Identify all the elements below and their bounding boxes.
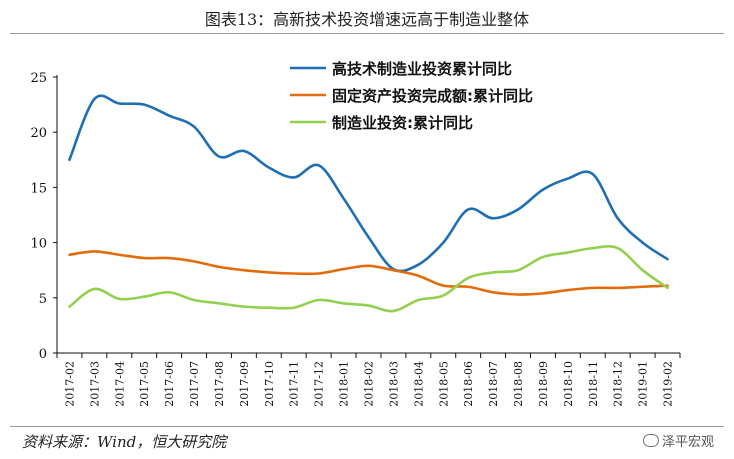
x-tick-label: 2018-09 [537,361,550,407]
x-tick-label: 2019-02 [662,361,675,407]
series-line-1 [68,94,669,273]
x-tick-label: 2018-07 [487,361,500,407]
x-tick-label: 2018-02 [363,361,376,407]
footer-divider [10,426,724,427]
x-tick-label: 2017-04 [113,361,126,407]
x-tick-label: 2019-01 [637,361,650,407]
series-line-2 [68,250,669,296]
x-tick-label: 2018-01 [338,361,351,407]
x-tick-label: 2017-07 [188,361,201,407]
x-tick-label: 2017-09 [238,361,251,407]
x-tick-label: 2018-03 [387,361,400,407]
x-tick-label: 2017-02 [63,361,76,407]
x-axis: 2017-02 2017-03 2017-04 2017-05 2017-06 2017-… [56,352,681,407]
x-tick-label: 2017-11 [288,361,301,407]
y-tick-label: 5 [39,292,47,307]
chart-title: 图表13：高新技术投资增速远高于制造业整体 [204,10,530,29]
legend-label-2: 固定资产投资完成额:累计同比 [332,87,533,105]
y-tick-label: 15 [30,181,47,196]
y-tick-label: 10 [30,237,47,252]
x-tick-label: 2017-08 [213,361,226,407]
x-tick-label: 2018-10 [562,361,575,407]
x-tick-label: 2017-06 [163,361,176,407]
legend-label-3: 制造业投资:累计同比 [332,114,473,132]
legend-label-1: 高技术制造业投资累计同比 [332,60,512,78]
x-tick-label: 2017-10 [263,361,276,407]
watermark-text: 泽平宏观 [661,435,714,450]
x-tick-label: 2018-11 [587,361,600,407]
y-tick-label: 20 [30,126,47,141]
wechat-icon [642,434,659,447]
series-lines [68,94,669,313]
x-tick-label: 2018-06 [462,361,475,407]
y-tick-label: 0 [39,347,47,362]
x-tick-label: 2017-12 [313,361,326,407]
x-tick-label: 2017-03 [88,361,101,407]
x-tick-label: 2017-05 [138,361,151,407]
source-note: 资料来源：Wind，恒大研究院 [22,433,227,451]
x-tick-label: 2018-08 [512,361,525,407]
series-line-3 [68,245,669,313]
y-axis: 0 5 10 15 20 25 [30,71,58,362]
x-tick-label: 2018-05 [437,361,450,407]
y-tick-label: 25 [30,71,47,86]
watermark: 泽平宏观 [642,431,714,450]
title-divider [10,33,724,34]
x-tick-label: 2018-12 [612,361,625,407]
x-tick-label: 2018-04 [412,361,425,407]
